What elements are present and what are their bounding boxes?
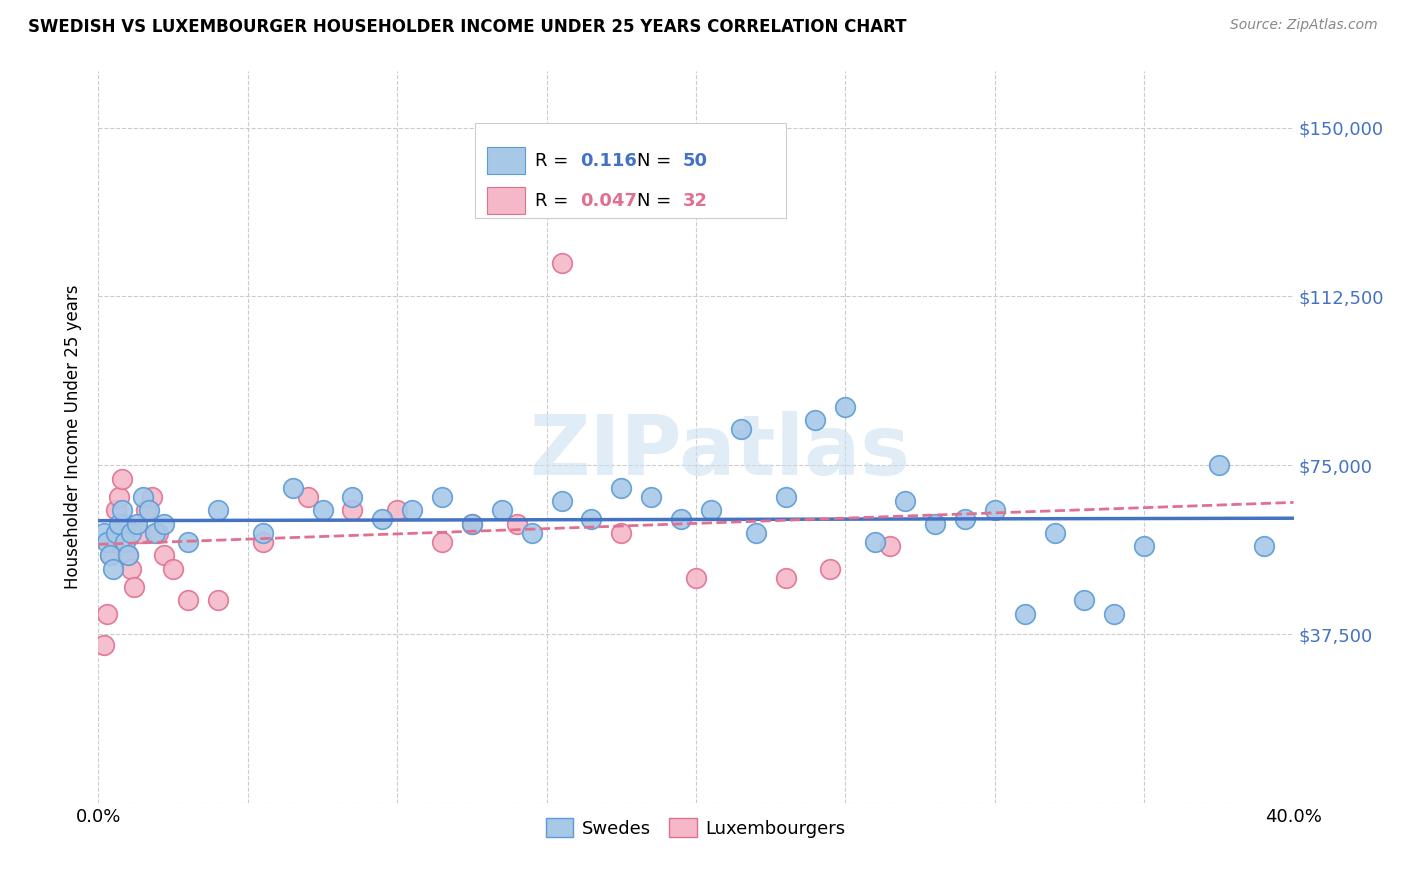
- Point: [108, 516, 131, 531]
- Point: [120, 562, 142, 576]
- Point: [105, 503, 128, 517]
- Point: [804, 413, 827, 427]
- Point: [114, 516, 136, 531]
- Point: [640, 490, 662, 504]
- Point: [153, 548, 176, 562]
- Point: [953, 512, 976, 526]
- Point: [1014, 607, 1036, 621]
- Point: [132, 490, 155, 504]
- Point: [430, 490, 453, 504]
- Point: [342, 503, 364, 517]
- Point: [385, 503, 409, 517]
- Text: ZIPatlas: ZIPatlas: [530, 411, 910, 492]
- Text: 50: 50: [683, 152, 707, 169]
- Point: [114, 534, 136, 549]
- Point: [207, 503, 229, 517]
- FancyBboxPatch shape: [486, 186, 524, 214]
- Point: [1073, 593, 1095, 607]
- Point: [685, 571, 707, 585]
- Y-axis label: Householder Income Under 25 years: Householder Income Under 25 years: [65, 285, 83, 590]
- Point: [117, 548, 139, 562]
- Point: [1133, 539, 1156, 553]
- Point: [252, 525, 274, 540]
- Point: [610, 481, 633, 495]
- Point: [520, 525, 543, 540]
- Point: [111, 503, 134, 517]
- Point: [177, 534, 200, 549]
- Text: R =: R =: [534, 192, 574, 210]
- Point: [669, 512, 692, 526]
- Point: [1208, 458, 1230, 473]
- Point: [430, 534, 453, 549]
- Text: N =: N =: [637, 192, 678, 210]
- Point: [98, 548, 122, 562]
- Point: [610, 525, 633, 540]
- Point: [108, 490, 131, 504]
- Point: [342, 490, 364, 504]
- Point: [177, 593, 200, 607]
- Point: [834, 400, 856, 414]
- Point: [93, 525, 115, 540]
- Point: [894, 494, 917, 508]
- Legend: Swedes, Luxembourgers: Swedes, Luxembourgers: [538, 811, 853, 845]
- Point: [506, 516, 529, 531]
- Point: [135, 503, 157, 517]
- Point: [96, 607, 118, 621]
- Point: [924, 516, 946, 531]
- Point: [745, 525, 768, 540]
- Point: [401, 503, 423, 517]
- Point: [1253, 539, 1275, 553]
- Point: [103, 562, 125, 576]
- Point: [311, 503, 333, 517]
- Point: [252, 534, 274, 549]
- Point: [491, 503, 513, 517]
- FancyBboxPatch shape: [475, 122, 786, 218]
- Point: [124, 580, 146, 594]
- Point: [1104, 607, 1126, 621]
- Point: [117, 548, 139, 562]
- Text: N =: N =: [637, 152, 678, 169]
- FancyBboxPatch shape: [486, 146, 524, 175]
- Point: [162, 562, 184, 576]
- Point: [143, 525, 166, 540]
- Point: [550, 255, 572, 269]
- Text: R =: R =: [534, 152, 574, 169]
- Point: [129, 525, 152, 540]
- Text: SWEDISH VS LUXEMBOURGER HOUSEHOLDER INCOME UNDER 25 YEARS CORRELATION CHART: SWEDISH VS LUXEMBOURGER HOUSEHOLDER INCO…: [28, 18, 907, 36]
- Text: 0.047: 0.047: [581, 192, 637, 210]
- Point: [93, 638, 115, 652]
- Point: [775, 571, 797, 585]
- Point: [865, 534, 887, 549]
- Point: [138, 503, 160, 517]
- Point: [111, 472, 134, 486]
- Text: Source: ZipAtlas.com: Source: ZipAtlas.com: [1230, 18, 1378, 32]
- Point: [879, 539, 901, 553]
- Point: [461, 516, 484, 531]
- Point: [105, 525, 128, 540]
- Point: [127, 516, 149, 531]
- Point: [103, 534, 125, 549]
- Point: [148, 525, 170, 540]
- Point: [775, 490, 797, 504]
- Point: [207, 593, 229, 607]
- Point: [700, 503, 723, 517]
- Point: [550, 494, 572, 508]
- Point: [984, 503, 1007, 517]
- Point: [1043, 525, 1066, 540]
- Point: [371, 512, 394, 526]
- Point: [141, 490, 163, 504]
- Text: 0.116: 0.116: [581, 152, 637, 169]
- Text: 32: 32: [683, 192, 707, 210]
- Point: [281, 481, 304, 495]
- Point: [153, 516, 176, 531]
- Point: [98, 548, 122, 562]
- Point: [820, 562, 842, 576]
- Point: [297, 490, 319, 504]
- Point: [120, 525, 142, 540]
- Point: [730, 422, 752, 436]
- Point: [461, 516, 484, 531]
- Point: [96, 534, 118, 549]
- Point: [581, 512, 603, 526]
